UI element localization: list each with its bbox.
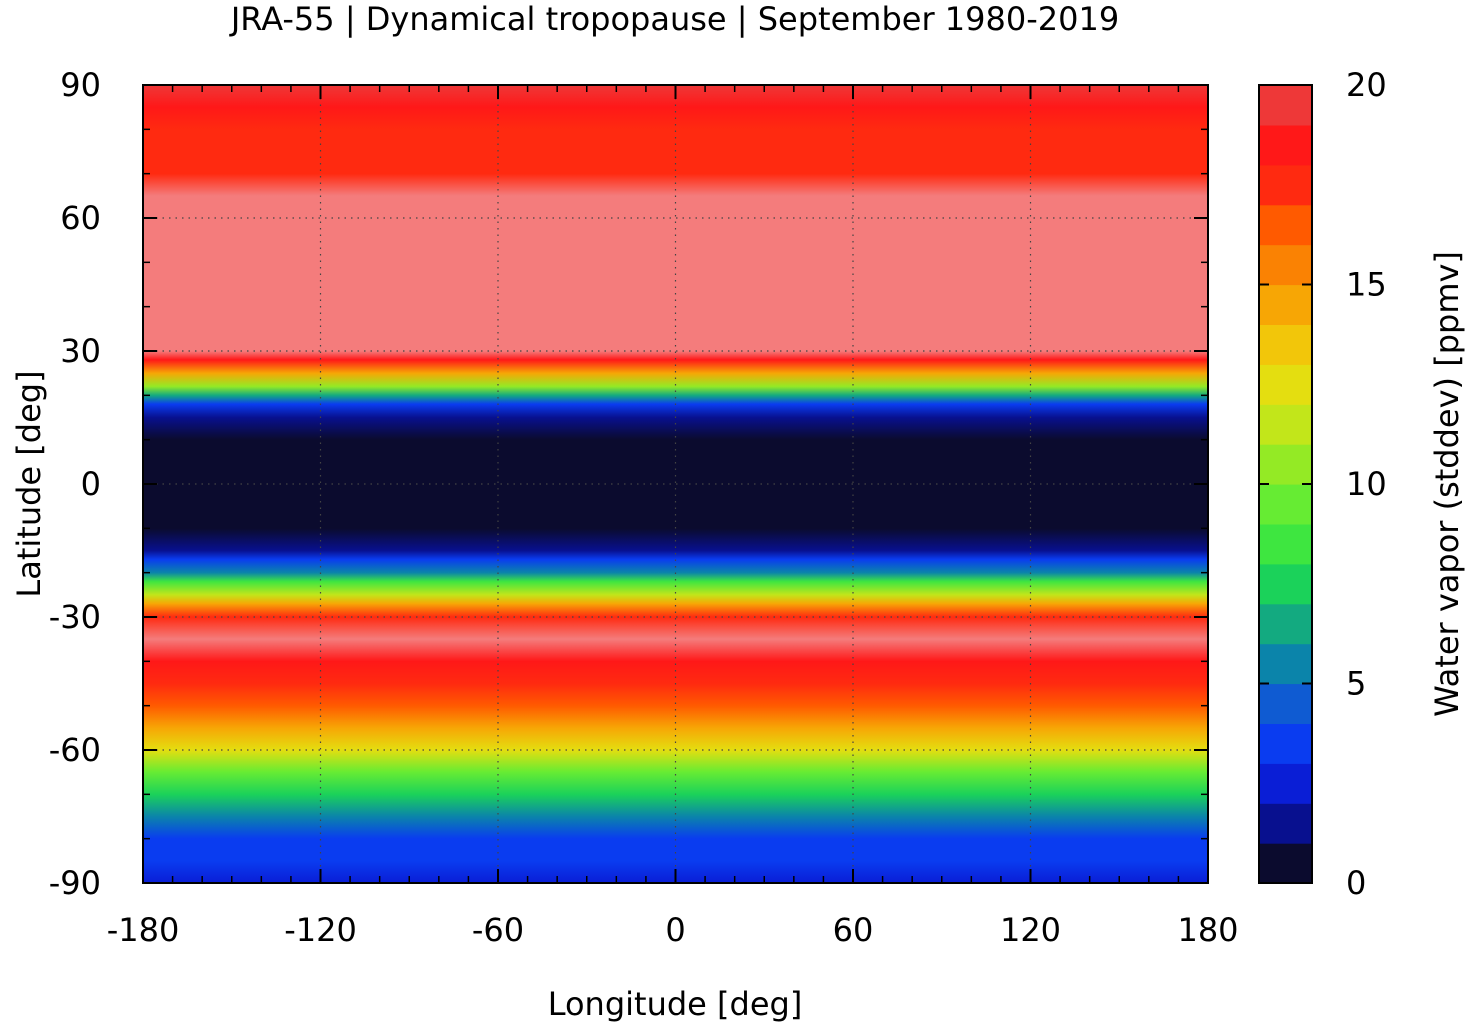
colorbar-segment xyxy=(1259,444,1312,485)
y-tick-label: -90 xyxy=(49,864,101,902)
y-axis: -90 -60 -30 0 30 60 90 xyxy=(49,66,1208,902)
x-tick-label: 60 xyxy=(833,911,874,949)
colorbar-segment xyxy=(1259,563,1312,605)
colorbar-segment xyxy=(1259,85,1312,126)
colorbar-segment xyxy=(1259,324,1312,365)
x-axis: -180 -120 -60 0 60 120 180 xyxy=(107,85,1239,949)
colorbar-segment xyxy=(1259,404,1312,445)
colorbar-segment xyxy=(1259,244,1312,286)
colorbar-segment xyxy=(1259,763,1312,804)
y-axis-label: Latitude [deg] xyxy=(10,370,48,597)
colorbar-segment xyxy=(1259,364,1312,405)
colorbar-segment xyxy=(1259,523,1312,565)
x-tick-label: -60 xyxy=(472,911,524,949)
colorbar-tick-label: 20 xyxy=(1346,66,1387,104)
x-tick-label: -120 xyxy=(284,911,357,949)
x-tick-label: 120 xyxy=(1000,911,1061,949)
colorbar: 0 5 10 15 20 xyxy=(1259,66,1387,902)
y-tick-label: 90 xyxy=(60,66,101,104)
y-tick-label: 0 xyxy=(81,465,101,503)
y-tick-label: -60 xyxy=(49,731,101,769)
y-tick-label: -30 xyxy=(49,598,101,636)
x-tick-label: 0 xyxy=(665,911,685,949)
colorbar-segment xyxy=(1259,204,1312,246)
colorbar-segment xyxy=(1259,164,1312,206)
colorbar-tick-label: 10 xyxy=(1346,465,1387,503)
colorbar-segment xyxy=(1259,843,1312,884)
y-tick-label: 30 xyxy=(60,332,101,370)
colorbar-segment xyxy=(1259,683,1312,724)
x-tick-label: -180 xyxy=(107,911,180,949)
colorbar-segment xyxy=(1259,723,1312,764)
colorbar-segment xyxy=(1259,803,1312,844)
colorbar-tick-label: 15 xyxy=(1346,266,1387,304)
colorbar-label: Water vapor (stddev) [ppmv] xyxy=(1428,251,1466,717)
colorbar-segment xyxy=(1259,124,1312,166)
colorbar-tick-label: 5 xyxy=(1346,665,1366,703)
plot-area xyxy=(143,85,1208,883)
colorbar-tick-label: 0 xyxy=(1346,864,1366,902)
x-tick-label: 180 xyxy=(1177,911,1238,949)
colorbar-frame xyxy=(1258,84,1313,884)
chart-title: JRA-55 | Dynamical tropopause | Septembe… xyxy=(229,0,1119,38)
colorbar-segment xyxy=(1259,643,1312,685)
x-axis-label: Longitude [deg] xyxy=(548,985,803,1023)
colorbar-segment xyxy=(1259,284,1312,325)
colorbar-segment xyxy=(1259,603,1312,645)
colorbar-segment xyxy=(1259,484,1312,525)
y-tick-label: 60 xyxy=(60,199,101,237)
zonal-band-field xyxy=(143,85,1208,883)
